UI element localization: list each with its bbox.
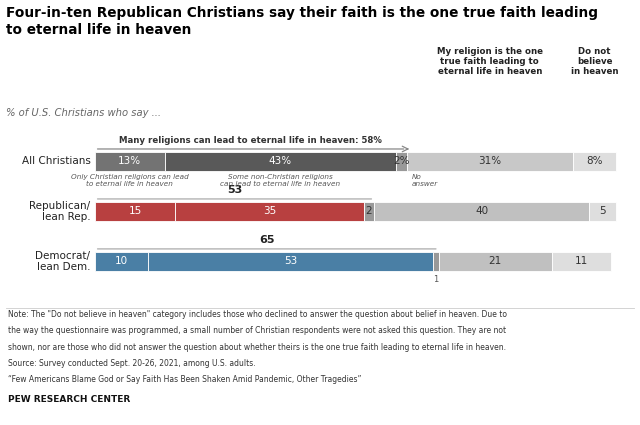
Bar [396, 152, 406, 171]
Text: 10: 10 [115, 256, 128, 266]
Text: 11: 11 [575, 256, 588, 266]
Text: 21: 21 [488, 256, 502, 266]
Bar [364, 202, 374, 221]
Text: All Christians: All Christians [22, 156, 90, 167]
Text: 1: 1 [433, 275, 439, 284]
Text: Four-in-ten Republican Christians say their faith is the one true faith leading
: Four-in-ten Republican Christians say th… [6, 6, 598, 37]
Bar [95, 252, 148, 271]
Text: 13%: 13% [118, 156, 141, 167]
Text: the way the questionnaire was programmed, a small number of Christian respondent: the way the questionnaire was programmed… [8, 326, 506, 335]
Text: Only Christian religions can lead
to eternal life in heaven: Only Christian religions can lead to ete… [71, 174, 189, 187]
Bar [573, 152, 616, 171]
Text: PEW RESEARCH CENTER: PEW RESEARCH CENTER [8, 395, 130, 404]
Bar [439, 252, 552, 271]
Text: shown, nor are those who did not answer the question about whether theirs is the: shown, nor are those who did not answer … [8, 343, 506, 351]
Text: 53: 53 [227, 185, 242, 196]
Text: 53: 53 [284, 256, 298, 266]
Text: 8%: 8% [586, 156, 603, 167]
Text: 2: 2 [365, 207, 372, 216]
Bar [552, 252, 611, 271]
Text: “Few Americans Blame God or Say Faith Has Been Shaken Amid Pandemic, Other Trage: “Few Americans Blame God or Say Faith Ha… [8, 375, 361, 384]
Text: 15: 15 [129, 207, 141, 216]
Bar [95, 202, 175, 221]
Text: Democrat/
lean Dem.: Democrat/ lean Dem. [35, 251, 90, 272]
Bar [95, 152, 164, 171]
Text: 5: 5 [600, 207, 606, 216]
Text: Source: Survey conducted Sept. 20-26, 2021, among U.S. adults.: Source: Survey conducted Sept. 20-26, 20… [8, 359, 255, 368]
Bar [164, 152, 396, 171]
Text: 65: 65 [259, 235, 275, 245]
Text: Do not
believe
in heaven: Do not believe in heaven [571, 47, 618, 76]
Text: No
answer: No answer [412, 174, 438, 187]
Text: Many religions can lead to eternal life in heaven: 58%: Many religions can lead to eternal life … [119, 136, 382, 145]
Bar [406, 152, 573, 171]
Bar [148, 252, 433, 271]
Text: Some non-Christian religions
can lead to eternal life in heaven: Some non-Christian religions can lead to… [220, 174, 340, 187]
Text: Note: The "Do not believe in heaven" category includes those who declined to ans: Note: The "Do not believe in heaven" cat… [8, 310, 507, 319]
Text: 43%: 43% [269, 156, 292, 167]
Text: 35: 35 [263, 207, 276, 216]
Text: Republican/
lean Rep.: Republican/ lean Rep. [29, 201, 90, 222]
Text: 40: 40 [476, 207, 488, 216]
Text: 31%: 31% [478, 156, 501, 167]
Text: 2%: 2% [393, 156, 410, 167]
Text: My religion is the one
true faith leading to
eternal life in heaven: My religion is the one true faith leadin… [437, 47, 543, 76]
Bar [589, 202, 616, 221]
Bar [374, 202, 589, 221]
Bar [175, 202, 364, 221]
Text: % of U.S. Christians who say ...: % of U.S. Christians who say ... [6, 108, 161, 119]
Bar [433, 252, 439, 271]
